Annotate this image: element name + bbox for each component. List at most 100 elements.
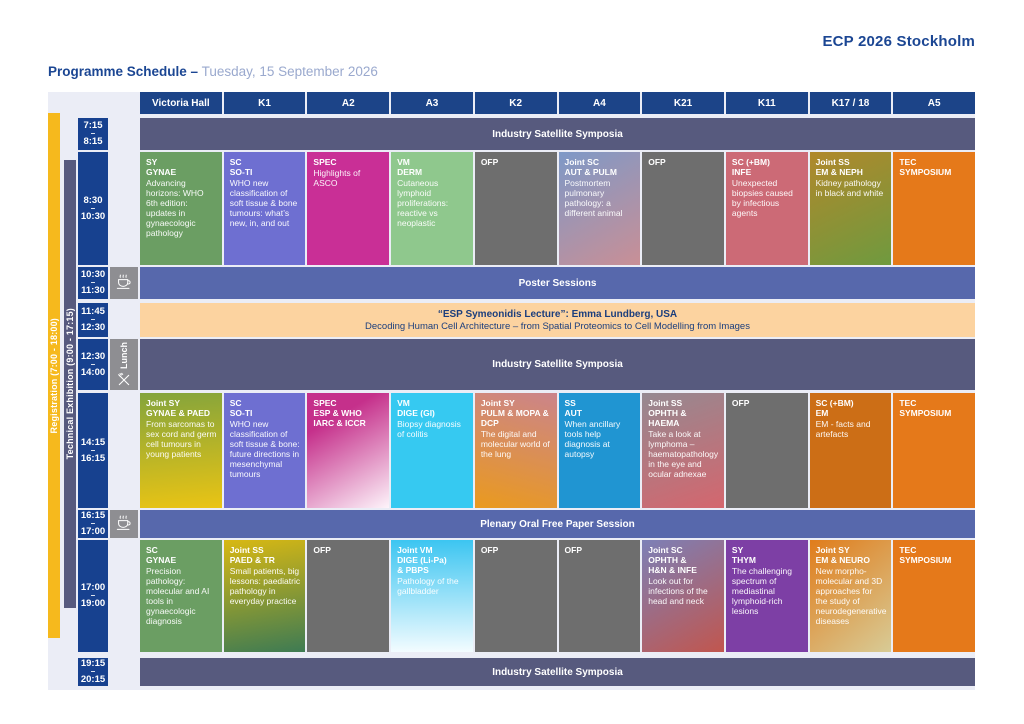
time-start: 14:15: [80, 436, 106, 448]
banner-label: Plenary Oral Free Paper Session: [480, 518, 635, 530]
time-separator: –: [90, 445, 96, 455]
session-code: Joint SY EM & NEURO: [815, 545, 870, 565]
session-description: New morpho-molecular and 3D approaches f…: [815, 566, 887, 626]
time-separator: –: [90, 278, 96, 287]
registration-bar: Registration (7:00 - 18:00): [48, 113, 60, 638]
session-cell-r2-col8[interactable]: Joint SS EM & NEPH Kidney pathology in bla…: [809, 152, 892, 265]
session-cell-r8-col3[interactable]: Joint VM DIGE (Li-Pa) & PBPS Pathology of t…: [391, 540, 473, 652]
session-cell-r6-col2[interactable]: SPEC ESP & WHO IARC & ICCR: [307, 393, 390, 508]
session-code: SC SO-TI: [229, 157, 253, 177]
session-code: OFP: [313, 545, 331, 555]
time-end: 10:30: [80, 210, 106, 222]
session-cell-r8-col1[interactable]: Joint SS PAED & TR Small patients, big les…: [223, 540, 306, 652]
session-cell-r8-col5[interactable]: OFP: [558, 540, 641, 652]
session-cell-r6-col8[interactable]: SC (+BM) EM EM - facts and artefacts: [809, 393, 892, 508]
banner-label: Industry Satellite Symposia: [492, 128, 623, 140]
room-header-k17-18: K17 / 18: [809, 92, 892, 114]
time-slot-1145: 11:45–12:30: [78, 303, 108, 337]
session-cell-r8-col4[interactable]: OFP: [474, 540, 557, 652]
session-cell-r6-col0[interactable]: Joint SY GYNAE & PAED From sarcomas to sex…: [140, 393, 222, 508]
time-separator: –: [90, 591, 96, 600]
session-cell-r8-col7[interactable]: SY THYM The challenging spectrum of medias…: [725, 540, 808, 652]
time-slot-1700: 17:00–19:00: [78, 540, 108, 652]
time-start: 8:30: [83, 194, 103, 206]
session-row-0830: SY GYNAE Advancing horizons: WHO 6th editi…: [140, 152, 976, 265]
page-title: Programme Schedule – Tuesday, 15 Septemb…: [48, 64, 378, 79]
lecture-subtitle: Decoding Human Cell Architecture – from …: [365, 320, 750, 332]
session-cell-r6-col7[interactable]: OFP: [725, 393, 808, 508]
banner-poster-sessions: Poster Sessions: [140, 267, 975, 299]
banner-label: Industry Satellite Symposia: [492, 359, 623, 370]
session-description: WHO new classification of soft tissue & …: [229, 419, 300, 479]
session-code: TEC SYMPOSIUM: [899, 157, 952, 177]
time-end: 11:30: [81, 285, 105, 296]
session-description: Take a look at lymphoma – haematopatholo…: [648, 429, 719, 479]
session-description: The challenging spectrum of mediastinal …: [731, 566, 792, 616]
time-end: 17:00: [80, 526, 106, 537]
session-cell-r2-col4[interactable]: OFP: [474, 152, 557, 265]
session-cell-r6-col1[interactable]: SC SO-TI WHO new classification of soft ti…: [223, 393, 306, 508]
coffee-break-cell: [110, 510, 138, 538]
time-separator: –: [90, 667, 96, 676]
technical-exhibition-bar: Technical Exhibition (9:00 - 17:15): [64, 160, 76, 608]
session-description: Highlights of ASCO: [313, 168, 361, 188]
session-cell-r8-col8[interactable]: Joint SY EM & NEURO New morpho-molecular a…: [809, 540, 892, 652]
banner-industry-satellite-1: Industry Satellite Symposia: [140, 118, 975, 150]
room-header-a2: A2: [307, 92, 390, 114]
time-separator: –: [90, 315, 96, 324]
page-title-date: Tuesday, 15 September 2026: [198, 64, 378, 79]
room-header-a5: A5: [893, 92, 976, 114]
session-cell-r2-col9[interactable]: TEC SYMPOSIUM: [893, 152, 976, 265]
session-code: SPEC ESP & WHO IARC & ICCR: [313, 398, 366, 428]
room-header-k21: K21: [642, 92, 724, 114]
time-start: 7:15: [83, 120, 103, 131]
banner-industry-satellite-3: Industry Satellite Symposia: [140, 658, 975, 686]
time-start: 16:15: [80, 510, 106, 521]
session-code: OFP: [480, 545, 499, 555]
session-code: SC (+BM) EM: [815, 398, 854, 418]
session-cell-r8-col2[interactable]: OFP: [307, 540, 390, 652]
session-description: Postmortem pulmonary pathology: a differ…: [564, 178, 623, 218]
session-cell-r2-col7[interactable]: SC (+BM) INFE Unexpected biopsies caused b…: [725, 152, 808, 265]
session-cell-r8-col6[interactable]: Joint SC OPHTH & H&N & INFE Look out for in…: [642, 540, 724, 652]
time-end: 20:15: [80, 674, 106, 685]
room-header-a4: A4: [558, 92, 641, 114]
time-end: 19:00: [80, 598, 106, 609]
session-cell-r6-col3[interactable]: VM DIGE (GI) Biopsy diagnosis of colitis: [391, 393, 473, 508]
session-cell-r2-col6[interactable]: OFP: [642, 152, 724, 265]
session-code: SC (+BM) INFE: [731, 157, 770, 177]
session-cell-r2-col0[interactable]: SY GYNAE Advancing horizons: WHO 6th editi…: [140, 152, 222, 265]
session-description: Precision pathology: molecular and AI to…: [146, 566, 210, 626]
time-slot-1230: 12:30–14:00: [78, 339, 108, 390]
room-header-k1: K1: [223, 92, 306, 114]
session-cell-r6-col5[interactable]: SS AUT When ancillary tools help diagnosis…: [558, 393, 641, 508]
technical-exhibition-bar-label: Technical Exhibition (9:00 - 17:15): [65, 308, 75, 460]
session-code: Joint SY GYNAE & PAED: [146, 398, 211, 418]
session-cell-r2-col1[interactable]: SC SO-TI WHO new classification of soft ti…: [223, 152, 306, 265]
time-start: 12:30: [80, 350, 106, 362]
session-code: OFP: [480, 157, 499, 167]
session-cell-r2-col2[interactable]: SPEC Highlights of ASCO: [307, 152, 390, 265]
banner-industry-satellite-2: Industry Satellite Symposia: [140, 339, 975, 390]
time-end: 16:15: [80, 452, 106, 464]
session-code: Joint VM DIGE (Li-Pa) & PBPS: [397, 545, 447, 575]
session-cell-r6-col4[interactable]: Joint SY PULM & MOPA & DCP The digital and…: [474, 393, 557, 508]
session-cell-r2-col3[interactable]: VM DERM Cutaneous lymphoid proliferations:…: [391, 152, 473, 265]
session-code: SS AUT: [564, 398, 582, 418]
session-description: Small patients, big lessons: paediatric …: [229, 566, 301, 606]
registration-bar-label: Registration (7:00 - 18:00): [49, 317, 59, 434]
session-cell-r6-col6[interactable]: Joint SS OPHTH & HAEMA Take a look at lymp…: [642, 393, 724, 508]
session-code: Joint SS EM & NEPH: [815, 157, 863, 177]
session-cell-r2-col5[interactable]: Joint SC AUT & PULM Postmortem pulmonary p…: [558, 152, 641, 265]
session-cell-r8-col0[interactable]: SC GYNAE Precision pathology: molecular an…: [140, 540, 222, 652]
session-cell-r6-col9[interactable]: TEC SYMPOSIUM: [893, 393, 976, 508]
time-end: 8:15: [83, 136, 103, 147]
session-row-1415: Joint SY GYNAE & PAED From sarcomas to sex…: [140, 393, 976, 508]
session-description: The digital and molecular world of the l…: [480, 429, 550, 459]
session-code: SC SO-TI: [229, 398, 253, 418]
session-description: WHO new classification of soft tissue & …: [229, 178, 298, 228]
time-start: 17:00: [80, 582, 106, 593]
session-cell-r8-col9[interactable]: TEC SYMPOSIUM: [893, 540, 976, 652]
session-code: Joint SS OPHTH & HAEMA: [648, 398, 687, 428]
